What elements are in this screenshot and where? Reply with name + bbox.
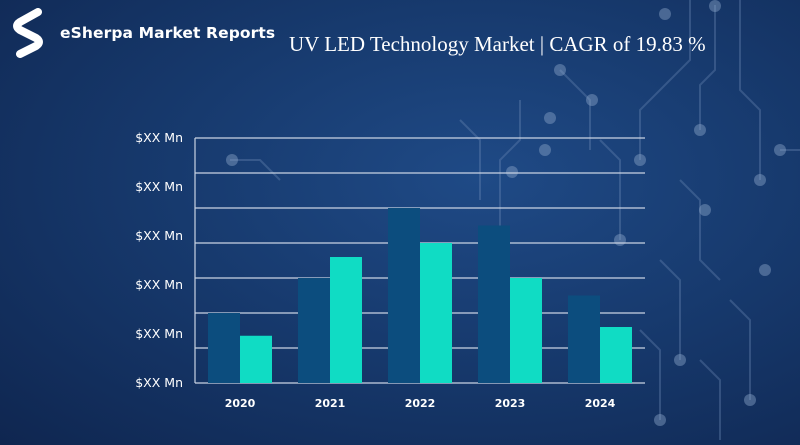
y-tick-label: $XX Mn [135, 277, 183, 292]
y-tick-label: $XX Mn [135, 375, 183, 390]
x-tick-label: 2021 [315, 397, 346, 410]
bar [510, 278, 542, 383]
bar [208, 313, 240, 383]
y-tick-label: $XX Mn [135, 179, 183, 194]
bar [600, 327, 632, 383]
x-tick-label: 2022 [405, 397, 436, 410]
x-tick-label: 2024 [585, 397, 616, 410]
brand-name: eSherpa Market Reports [60, 24, 276, 42]
y-tick-label: $XX Mn [135, 228, 183, 243]
bar [478, 225, 510, 383]
bar [388, 208, 420, 383]
esherpa-s-logo-icon [13, 8, 43, 58]
chart-title: UV LED Technology Market | CAGR of 19.83… [289, 32, 706, 56]
bar [240, 335, 272, 383]
bar [330, 257, 362, 383]
y-tick-label: $XX Mn [135, 130, 183, 145]
bar [298, 278, 330, 383]
x-tick-label: 2023 [495, 397, 526, 410]
bar [420, 243, 452, 383]
bar [568, 295, 600, 383]
x-tick-label: 2020 [225, 397, 256, 410]
y-tick-label: $XX Mn [135, 326, 183, 341]
brand: eSherpa Market Reports [8, 8, 275, 58]
